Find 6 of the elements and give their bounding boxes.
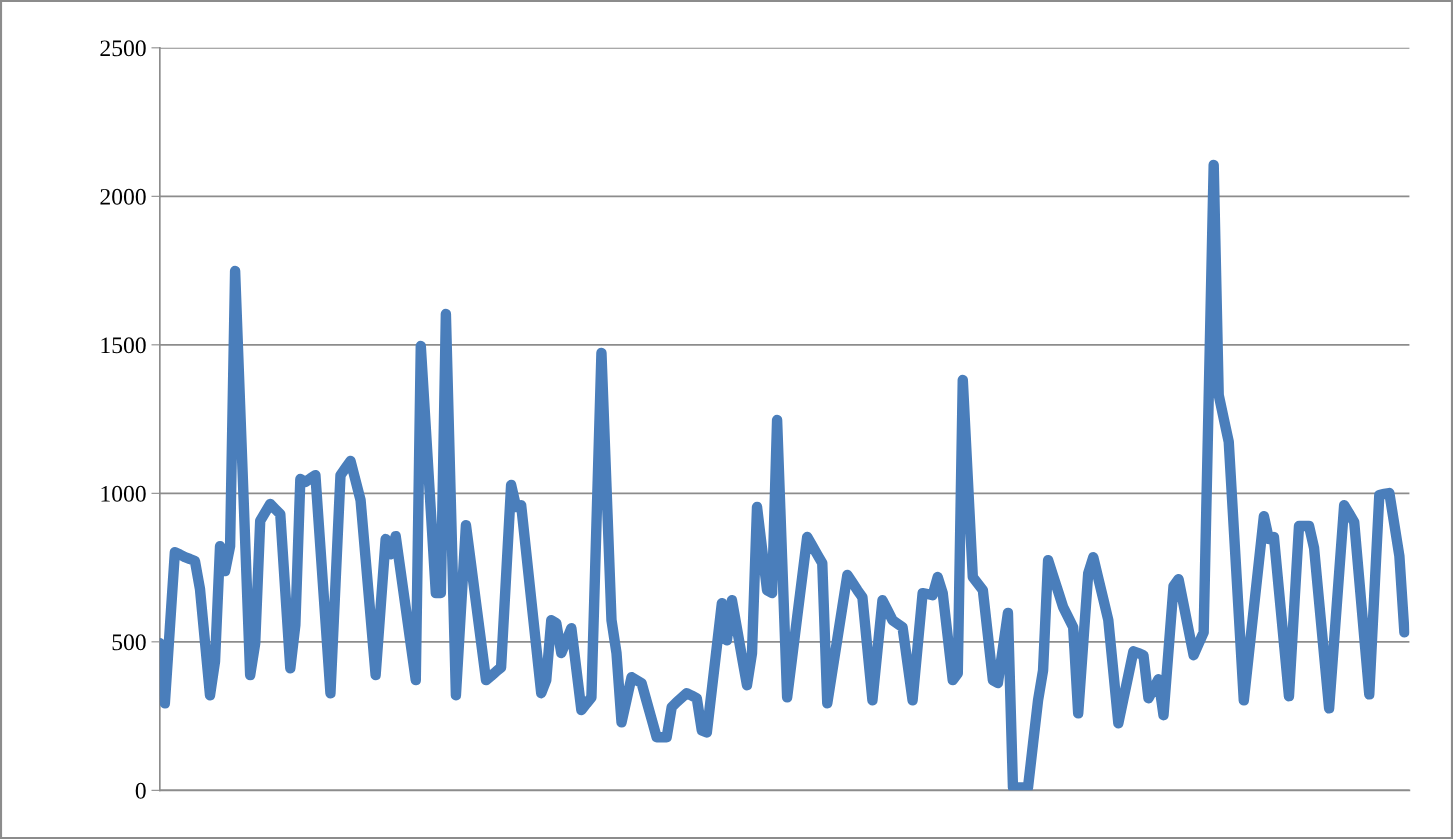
y-tick-label: 0 xyxy=(135,782,146,799)
y-tick-label: 1000 xyxy=(101,485,146,502)
y-tick-label: 500 xyxy=(112,634,146,651)
y-tick-label: 2500 xyxy=(100,40,146,57)
y-tick-label: 2000 xyxy=(100,188,146,205)
y-tick-label: 1500 xyxy=(101,337,146,354)
